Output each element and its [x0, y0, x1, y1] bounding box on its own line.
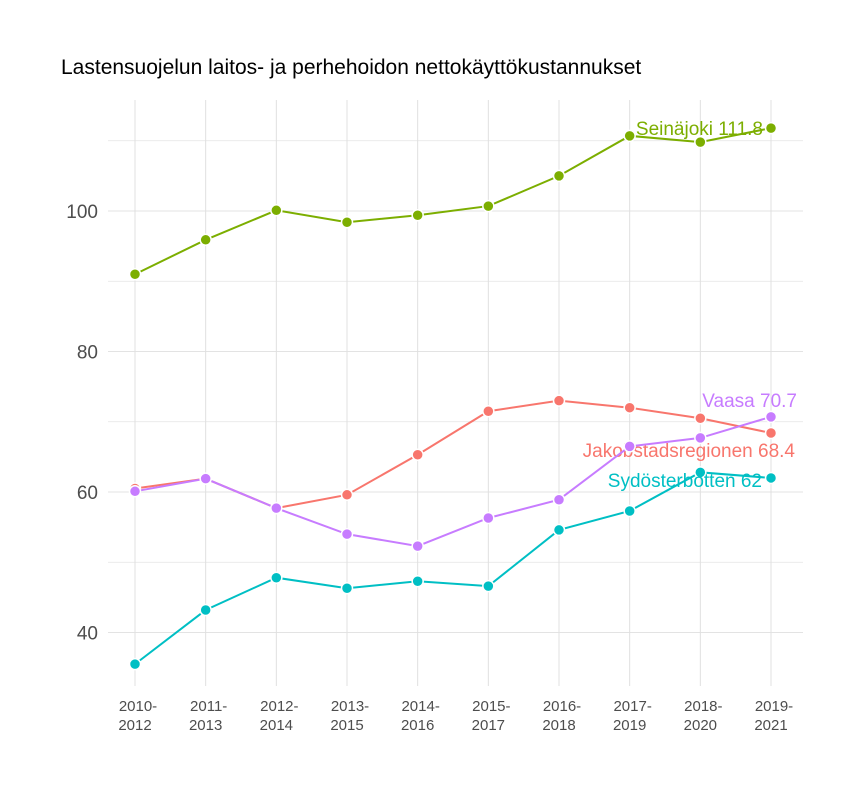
data-point	[199, 603, 212, 617]
end-label: Seinäjoki 111.8	[636, 119, 763, 140]
data-point	[340, 581, 354, 595]
data-point	[270, 501, 283, 515]
data-point	[694, 431, 707, 445]
data-point	[270, 571, 283, 584]
series-line-Vaasa	[134, 415, 772, 548]
data-point	[552, 493, 566, 506]
data-point	[623, 504, 636, 518]
data-point	[199, 472, 212, 485]
data-point	[623, 401, 636, 414]
data-point	[623, 129, 636, 143]
x-tick-label: 2011-2013	[189, 698, 227, 734]
x-tick-label: 2015-2017	[472, 698, 511, 734]
data-point	[411, 539, 424, 553]
data-point	[340, 527, 354, 541]
x-tick-label: 2010-2012	[118, 698, 157, 734]
data-point	[482, 511, 495, 525]
y-tick-label: 80	[77, 343, 98, 364]
y-tick-label: 60	[77, 483, 98, 504]
data-point	[764, 426, 778, 440]
data-point	[199, 233, 212, 247]
x-tick-label: 2018-2020	[684, 698, 723, 734]
data-point	[764, 121, 778, 135]
x-tick-label: 2014-2016	[401, 698, 440, 734]
data-point	[128, 267, 142, 281]
series-line-Seinäjoki	[134, 127, 772, 276]
data-point	[340, 215, 354, 229]
data-point	[482, 579, 495, 593]
chart-title: Lastensuojelun laitos- ja perhehoidon ne…	[61, 56, 642, 79]
data-point	[552, 169, 566, 183]
y-tick-label: 100	[66, 202, 98, 223]
data-point	[694, 411, 707, 425]
x-tick-label: 2013-2015	[330, 698, 369, 734]
data-point	[552, 394, 566, 407]
data-point	[411, 448, 424, 462]
data-point	[128, 485, 142, 498]
data-point	[764, 471, 778, 485]
data-point	[411, 208, 424, 222]
end-label: Sydösterbotten 62	[608, 471, 762, 492]
data-point	[482, 199, 495, 213]
x-tick-label: 2016-2018	[542, 698, 581, 734]
x-tick-label: 2017-2019	[613, 698, 652, 734]
data-point	[270, 204, 283, 217]
data-point	[128, 657, 142, 671]
x-tick-label: 2019-2021	[754, 698, 793, 734]
y-tick-label: 40	[77, 624, 98, 645]
data-point	[340, 488, 354, 502]
x-tick-label: 2012-2014	[260, 698, 299, 734]
series-line-Sydösterbotten	[134, 471, 772, 665]
data-point	[694, 135, 707, 149]
data-point	[482, 404, 495, 418]
end-label: Vaasa 70.7	[702, 391, 797, 412]
data-point	[764, 410, 778, 424]
data-point	[694, 466, 707, 479]
data-point	[411, 574, 424, 588]
data-point	[552, 523, 566, 537]
data-point	[623, 440, 636, 453]
